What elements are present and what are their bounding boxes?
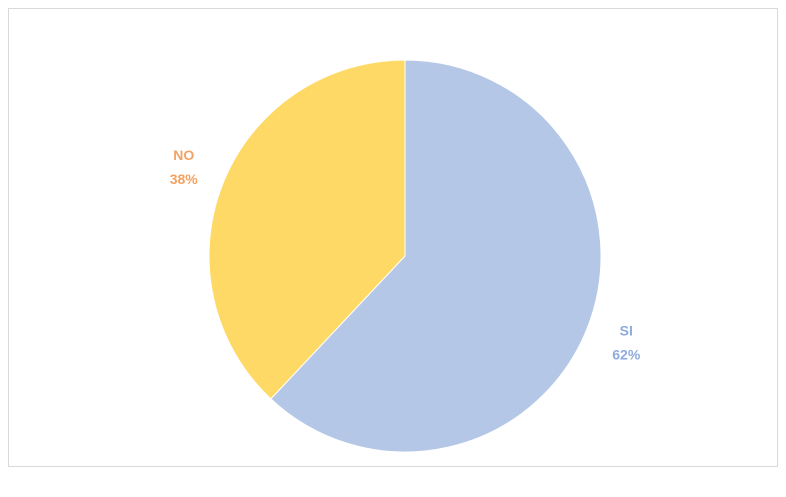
slice-value-label: 62% — [612, 346, 641, 362]
slice-label: SI — [620, 322, 633, 338]
pie-slice — [270, 59, 602, 453]
slice-value-label: 38% — [170, 171, 199, 187]
pie-slice — [208, 59, 406, 400]
slice-label: NO — [173, 147, 194, 163]
